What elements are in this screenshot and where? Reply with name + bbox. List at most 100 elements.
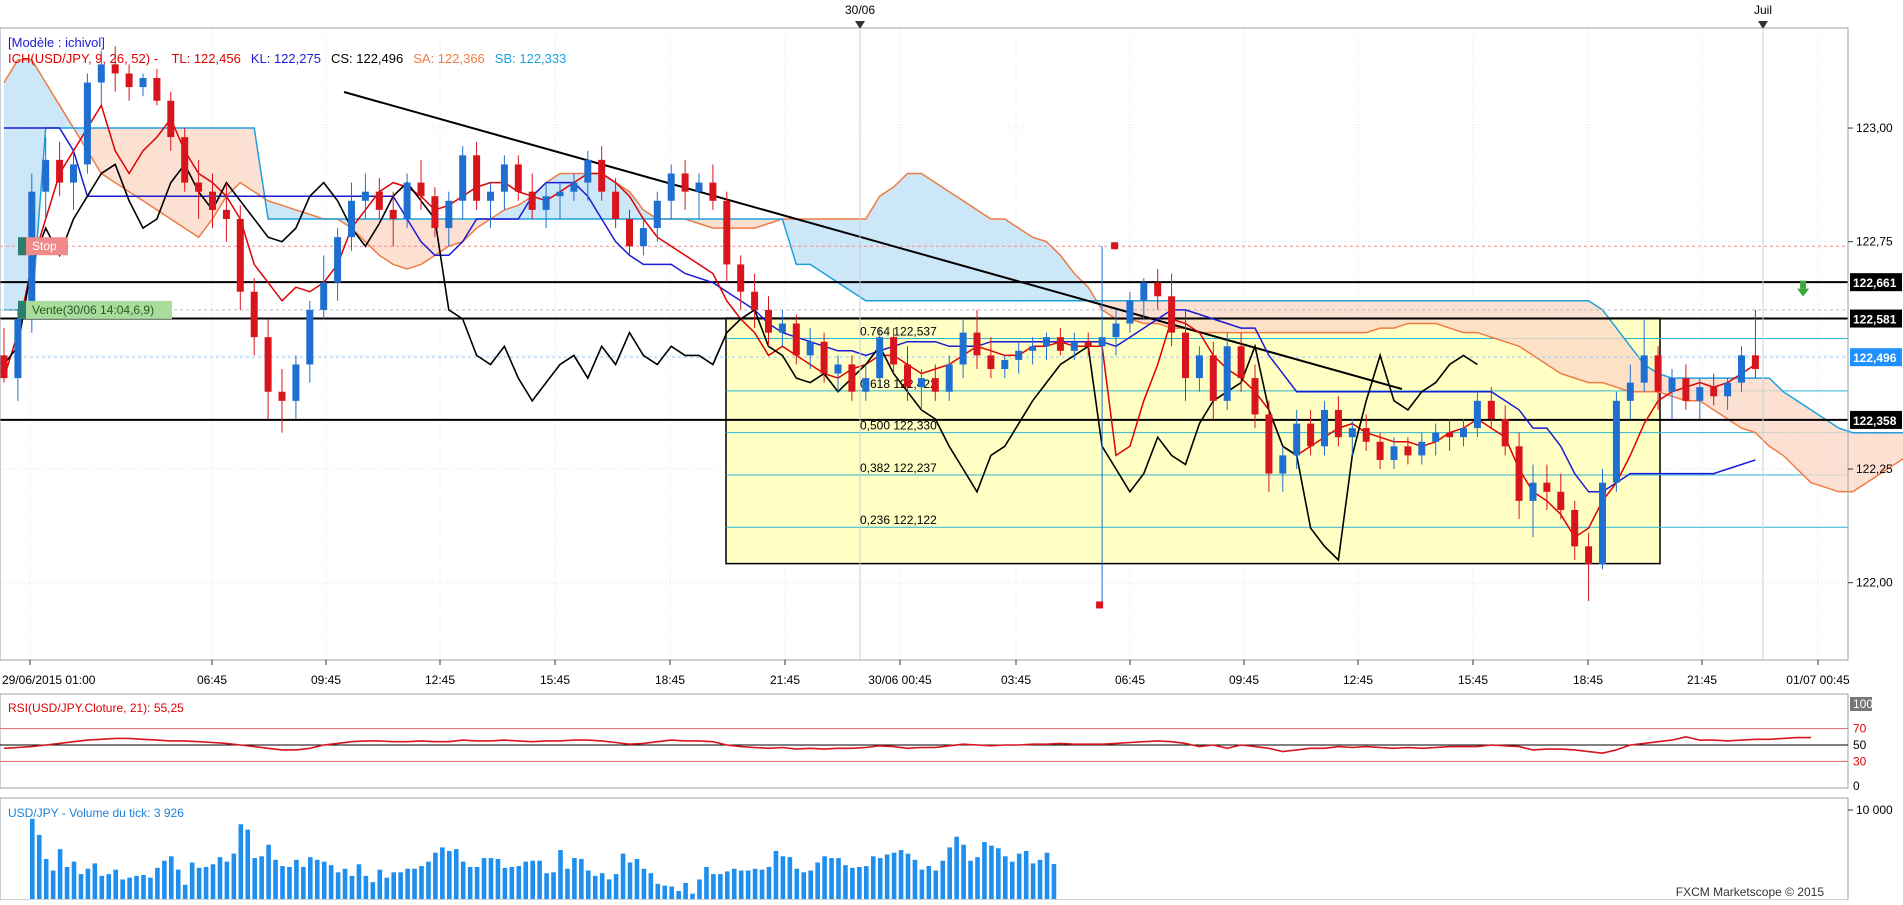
candle-body xyxy=(320,282,328,310)
volume-bar xyxy=(224,861,230,899)
candle-body xyxy=(1473,400,1481,429)
candle-body xyxy=(1696,387,1704,401)
candle-body xyxy=(1487,400,1495,420)
cloud-segment xyxy=(1018,228,1033,301)
candle-body xyxy=(639,228,647,247)
volume-bar xyxy=(36,834,42,899)
cloud-segment xyxy=(1838,428,1853,492)
volume-bar xyxy=(745,870,751,899)
volume-panel[interactable]: USD/JPY - Volume du tick: 3 926 10 000 xyxy=(8,803,1893,899)
candle-body xyxy=(1098,337,1106,347)
candle-body xyxy=(1501,419,1509,447)
candle-body xyxy=(473,155,481,201)
x-tick-label: 12:45 xyxy=(1343,673,1373,687)
cloud-segment xyxy=(865,196,880,301)
volume-bar xyxy=(169,856,174,899)
time-axis[interactable]: 29/06/2015 01:00 06:45 09:45 12:45 15:45 18:4… xyxy=(2,660,1850,687)
volume-bar xyxy=(891,852,897,899)
volume-bar xyxy=(273,859,278,899)
candle-body xyxy=(97,64,105,83)
candle-body xyxy=(876,337,884,379)
cloud-segment xyxy=(1421,300,1436,324)
x-tick-label: 09:45 xyxy=(1229,673,1259,687)
volume-bar xyxy=(134,875,139,899)
volume-bar xyxy=(884,854,890,899)
candle-body xyxy=(264,337,272,392)
fib-level-label: 0,382 122,237 xyxy=(860,461,937,475)
candle-body xyxy=(389,209,397,219)
candle-body xyxy=(195,182,203,192)
volume-bar xyxy=(592,875,598,899)
volume-bar xyxy=(342,868,348,899)
cloud-segment xyxy=(1811,409,1825,488)
sell-label: Vente(30/06 14:04,6,9) xyxy=(32,303,154,317)
volume-bar xyxy=(551,872,556,899)
candle-body xyxy=(959,332,967,365)
cloud-segment xyxy=(754,218,769,229)
volume-bar xyxy=(870,856,876,899)
candle-body xyxy=(1321,409,1328,447)
volume-bar xyxy=(495,858,501,899)
rsi-tag-bg xyxy=(1850,697,1872,711)
rsi-tick-label: 0 xyxy=(1853,779,1860,793)
trendline[interactable] xyxy=(343,91,1403,390)
y-tick-label: 122,00 xyxy=(1856,576,1893,590)
price-axis[interactable]: 123,00 122,75 122,25 122,00 xyxy=(1848,121,1893,590)
cloud-segment xyxy=(1366,300,1381,333)
buy-arrow-stem xyxy=(1800,280,1807,289)
volume-bar xyxy=(648,873,654,899)
candle-body xyxy=(1126,300,1134,324)
volume-bar xyxy=(850,867,855,899)
volume-bar xyxy=(620,853,626,899)
candle-body xyxy=(1751,355,1759,370)
volume-bar xyxy=(822,856,827,899)
rsi-tick-label: 100 xyxy=(1853,697,1873,711)
volume-bar xyxy=(217,857,223,899)
cloud-segment xyxy=(1282,300,1297,333)
volume-bar xyxy=(426,861,431,899)
candle-body xyxy=(584,159,592,183)
candle-body xyxy=(570,182,578,192)
candle-body xyxy=(751,291,759,310)
candle-body xyxy=(862,378,870,392)
cloud-segment xyxy=(1616,328,1631,392)
cloud-segment xyxy=(393,218,408,269)
volume-bar xyxy=(301,866,306,899)
x-tick-label: 06:45 xyxy=(1115,673,1145,687)
cloud-segment xyxy=(1046,241,1061,301)
candle-body xyxy=(1515,446,1523,501)
candle-body xyxy=(848,364,856,392)
cloud-segment xyxy=(893,173,908,301)
candle-body xyxy=(1237,346,1245,379)
candle-body xyxy=(667,173,675,201)
cloud-segment xyxy=(45,82,60,129)
candle-body xyxy=(236,218,244,292)
candle-body xyxy=(653,200,661,229)
candle-body xyxy=(1223,346,1231,401)
volume-bar xyxy=(266,844,271,899)
legend-entry: SA: 122,366 xyxy=(413,51,485,66)
model-label: [Modèle : ichivol] xyxy=(8,35,105,50)
chikou-line xyxy=(3,162,1478,562)
candle-body xyxy=(1265,414,1273,474)
candle-body xyxy=(1348,428,1356,438)
volume-bar xyxy=(481,858,487,899)
volume-bar xyxy=(50,870,56,899)
candle-body xyxy=(1084,341,1092,347)
volume-bar xyxy=(544,873,549,899)
rsi-panel[interactable]: RSI(USD/JPY.Cloture, 21): 55,25 100 70 50 30… xyxy=(0,697,1873,793)
volume-bar xyxy=(182,884,188,899)
cloud-segment xyxy=(1824,419,1839,492)
volume-bar xyxy=(467,866,473,899)
cloud-segment xyxy=(977,209,991,301)
candle-body xyxy=(1362,428,1370,442)
volume-bar xyxy=(349,875,355,899)
candle-body xyxy=(181,137,189,183)
rsi-tick-label: 70 xyxy=(1853,722,1867,736)
candle-body xyxy=(834,364,842,374)
volume-bar xyxy=(71,861,77,899)
volume-bar xyxy=(961,844,966,899)
cloud-segment xyxy=(1449,300,1464,333)
candle-body xyxy=(598,159,606,192)
